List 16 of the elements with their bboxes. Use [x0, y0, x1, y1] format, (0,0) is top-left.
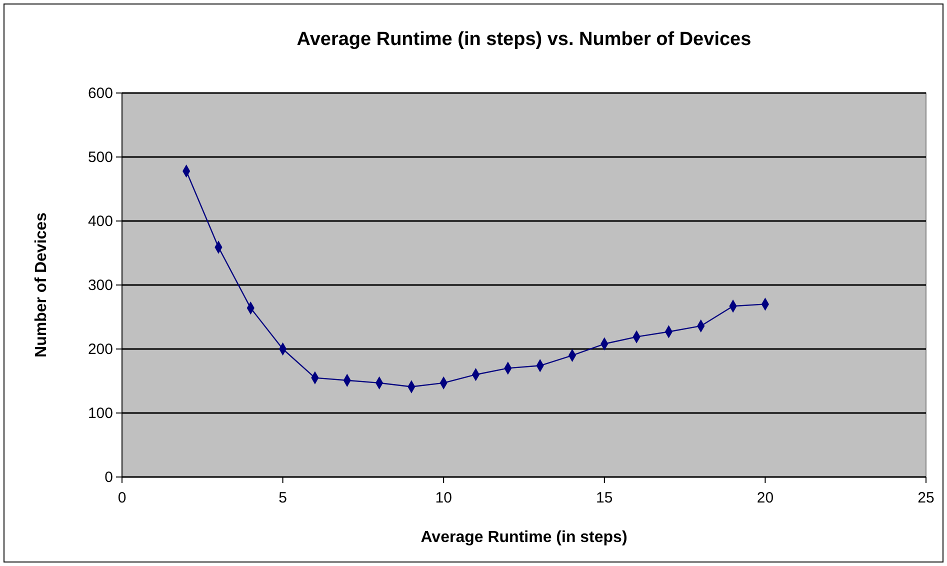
x-tick-label: 20	[756, 490, 774, 506]
x-tick-label: 10	[435, 490, 452, 506]
y-tick-label: 300	[88, 276, 113, 294]
y-tick-label: 600	[88, 84, 113, 102]
x-axis-title: Average Runtime (in steps)	[420, 529, 628, 546]
x-tick-label: 15	[596, 490, 613, 506]
y-tick-label: 100	[88, 404, 113, 422]
y-tick-label: 400	[88, 212, 113, 230]
y-tick-label: 500	[88, 148, 113, 166]
y-tick-label: 0	[104, 468, 113, 486]
y-axis-title: Number of Devices	[33, 212, 50, 358]
x-tick-label: 5	[278, 490, 287, 506]
x-tick-label: 25	[918, 490, 934, 506]
y-tick-label: 200	[88, 340, 113, 358]
chart-title: Average Runtime (in steps) vs. Number of Devices	[296, 29, 752, 50]
x-tick-label: 0	[118, 490, 126, 506]
